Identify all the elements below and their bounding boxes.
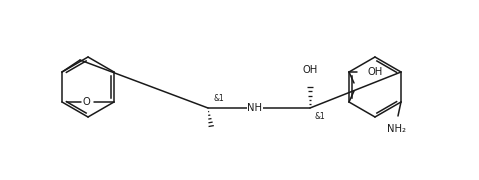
Text: NH: NH [248,103,262,113]
Text: OH: OH [367,67,382,77]
Text: OH: OH [302,65,318,75]
Text: &1: &1 [315,112,326,121]
Text: &1: &1 [213,94,224,103]
Text: O: O [82,97,90,107]
Text: NH₂: NH₂ [388,124,407,134]
